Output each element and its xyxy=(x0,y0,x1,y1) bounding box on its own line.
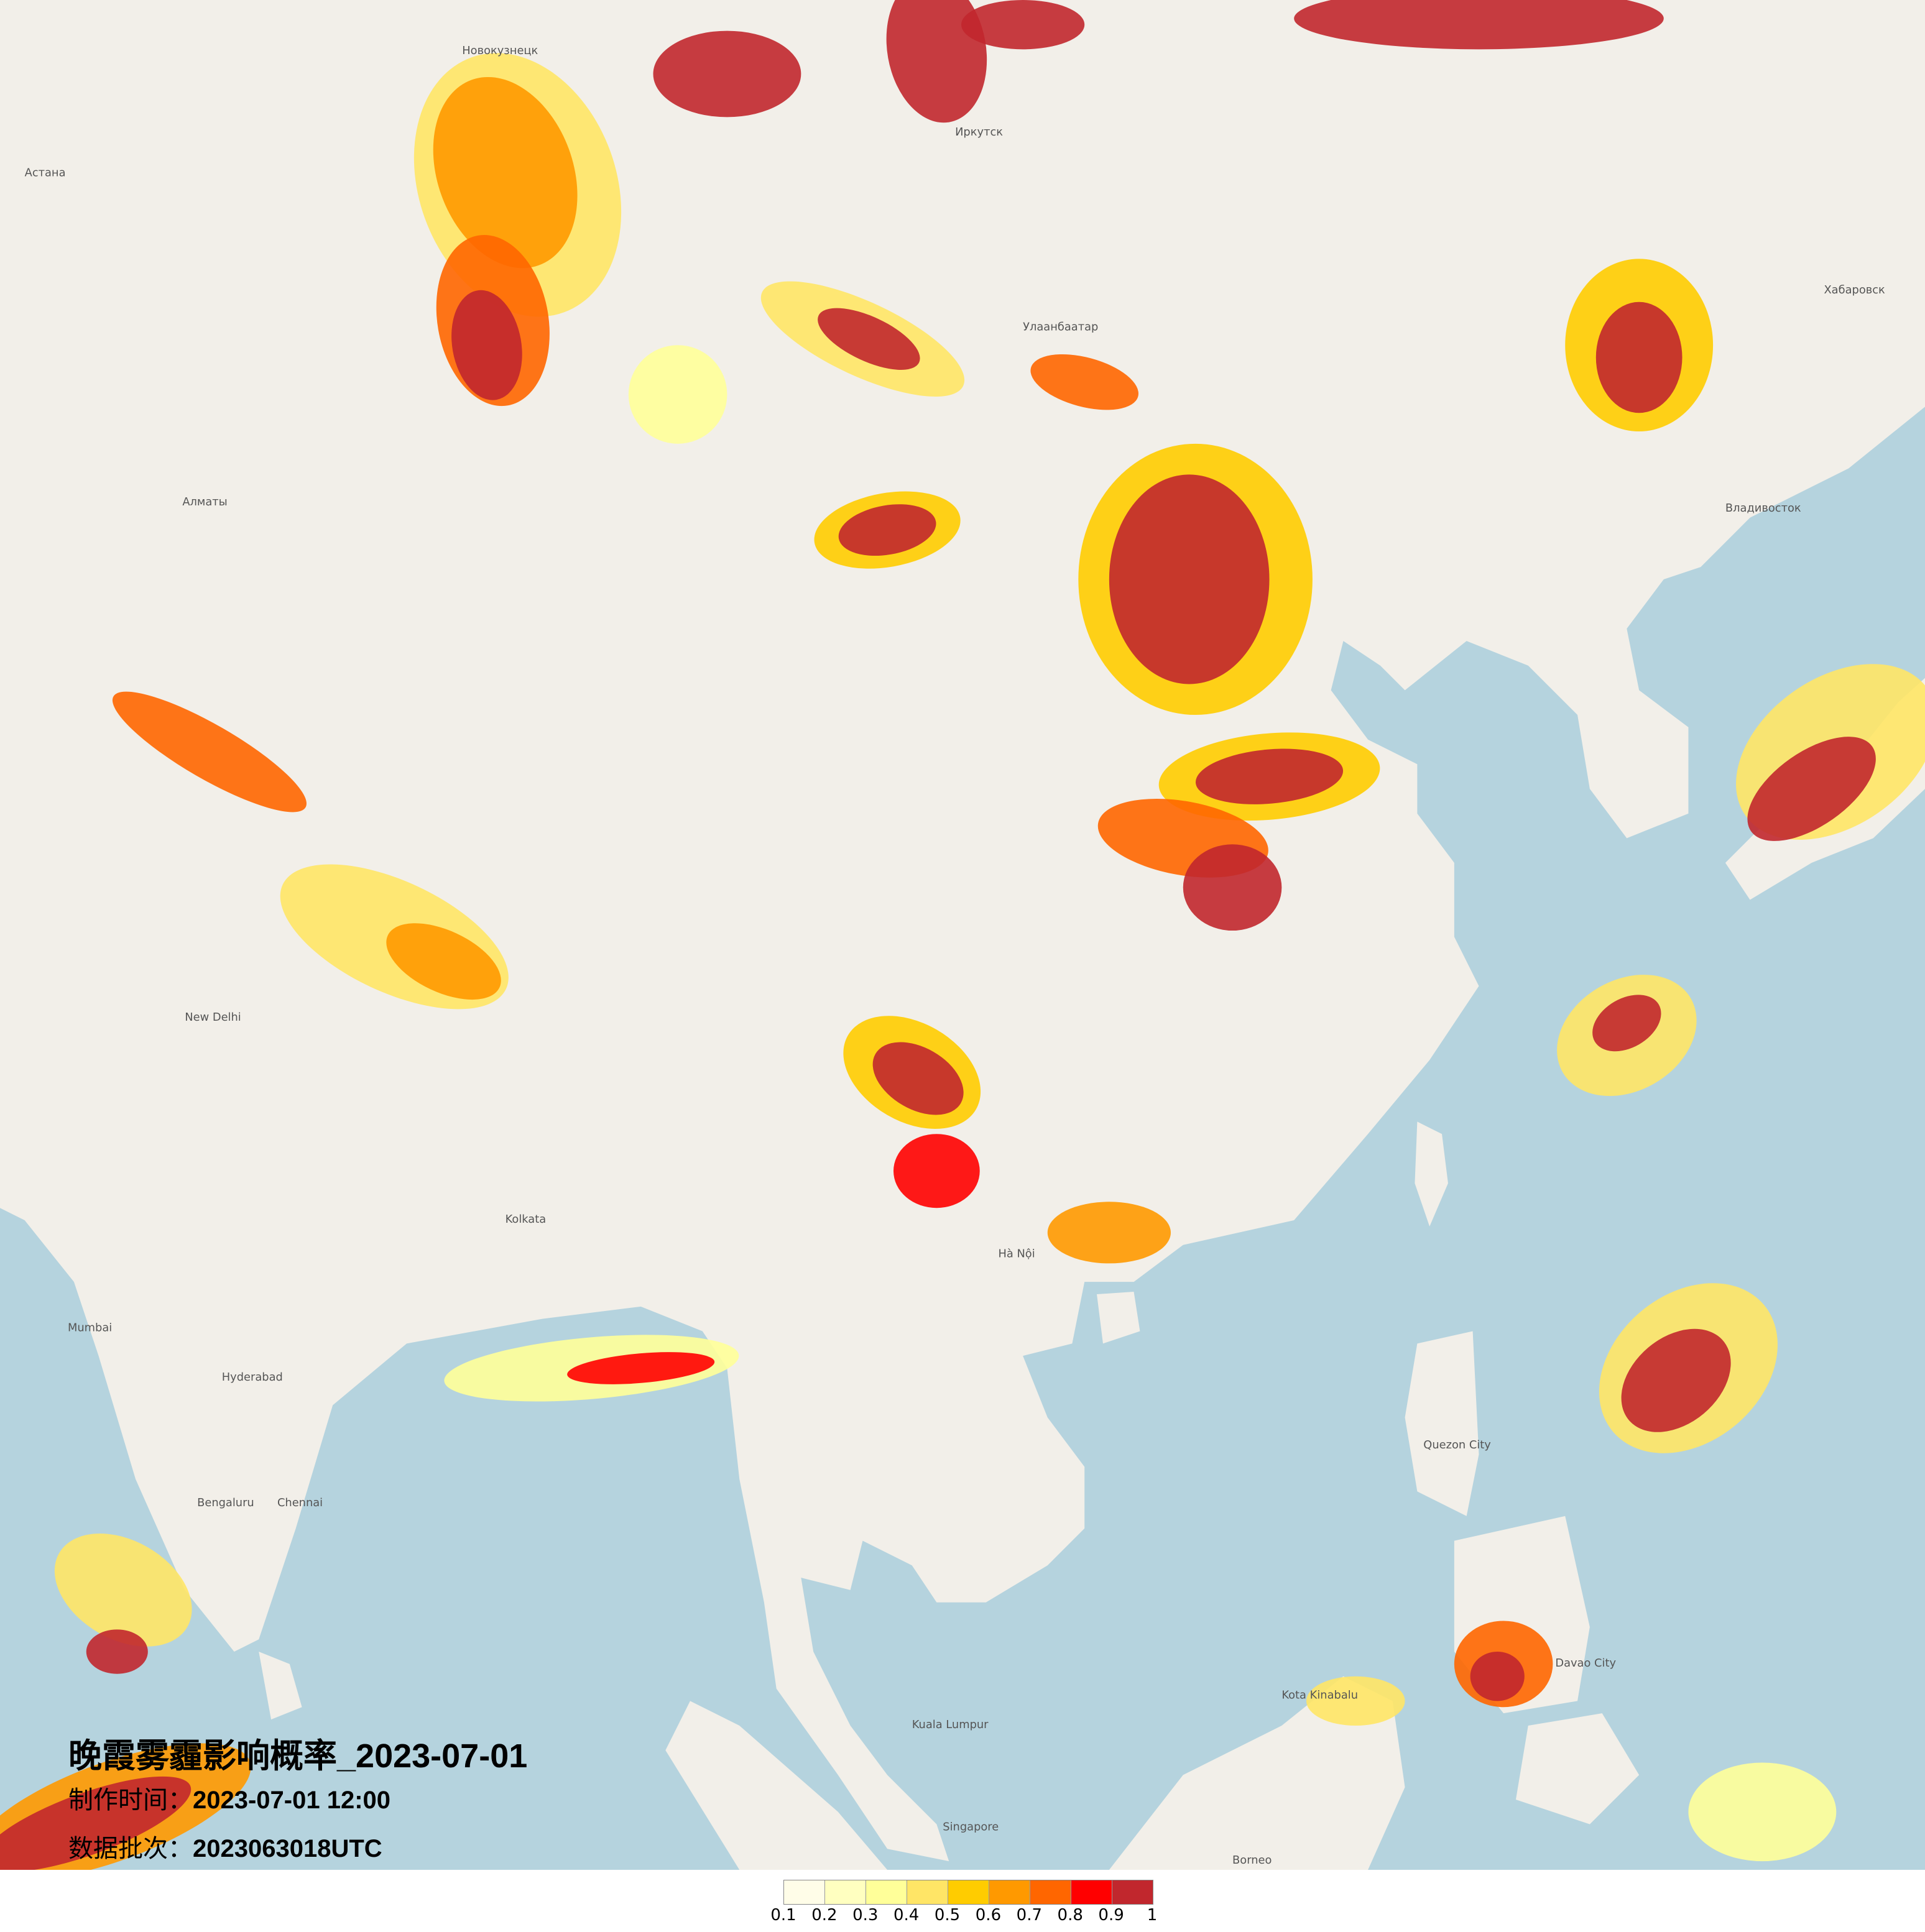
probability-area xyxy=(567,1352,715,1384)
probability-area xyxy=(1047,1202,1171,1264)
city-labels: Астана Алматы Новокузнецк Иркутск Улаанбаата… xyxy=(25,44,1885,1867)
probability-layer xyxy=(0,0,1925,1870)
probability-area xyxy=(386,923,501,1000)
legend-swatch xyxy=(825,1880,866,1904)
production-time-label: 制作时间： xyxy=(68,1787,193,1814)
city-label: Новокузнецк xyxy=(462,44,538,57)
probability-area xyxy=(1592,995,1661,1052)
title-block: 晚霞雾霾影响概率_2023-07-01 制作时间：2023-07-01 12:0… xyxy=(68,1734,527,1881)
probability-area xyxy=(1183,844,1282,931)
probability-area xyxy=(653,30,801,117)
city-label: Bengaluru xyxy=(197,1496,254,1509)
legend-swatch xyxy=(948,1880,989,1904)
city-label: Астана xyxy=(25,167,66,180)
city-label: Hyderabad xyxy=(222,1371,283,1384)
probability-area xyxy=(451,290,522,400)
city-label: Borneo xyxy=(1232,1854,1272,1867)
city-label: New Delhi xyxy=(185,1011,241,1024)
probability-area xyxy=(86,1629,148,1674)
probability-area xyxy=(1688,1762,1837,1862)
probability-area xyxy=(1109,474,1270,684)
probability-area xyxy=(838,504,936,556)
sri-lanka xyxy=(259,1652,302,1720)
probability-area xyxy=(1030,354,1138,410)
legend-tick: 0.7 xyxy=(1016,1906,1043,1925)
legend-tick: 0.8 xyxy=(1057,1906,1083,1925)
probability-area xyxy=(872,1042,964,1115)
probability-area xyxy=(818,308,920,370)
city-label: Kolkata xyxy=(505,1213,547,1226)
probability-area xyxy=(1470,1652,1525,1701)
probability-area xyxy=(893,1134,980,1208)
legend-swatch xyxy=(907,1880,948,1904)
city-label: Иркутск xyxy=(955,126,1003,139)
legend-swatch xyxy=(1030,1880,1071,1904)
probability-area xyxy=(628,345,727,444)
city-label: Kuala Lumpur xyxy=(912,1718,989,1731)
probability-area xyxy=(961,0,1085,50)
sumatra xyxy=(665,1701,888,1870)
city-label: Davao City xyxy=(1555,1657,1616,1670)
legend-tick: 0.9 xyxy=(1098,1906,1124,1925)
probability-area xyxy=(433,76,578,269)
taiwan xyxy=(1415,1121,1448,1226)
legend-tick: 1 xyxy=(1147,1906,1158,1925)
luzon xyxy=(1405,1331,1479,1516)
city-label: Hà Nội xyxy=(998,1248,1035,1261)
data-batch: 数据批次：2023063018UTC xyxy=(68,1833,527,1865)
probability-area xyxy=(1595,301,1683,413)
legend-tick: 0.2 xyxy=(811,1906,838,1925)
legend-ticks: 0.1 0.2 0.3 0.4 0.5 0.6 0.7 0.8 0.9 1 xyxy=(770,1906,1169,1928)
data-batch-label: 数据批次： xyxy=(68,1835,193,1862)
legend-swatch xyxy=(1071,1880,1112,1904)
city-label: Singapore xyxy=(943,1821,999,1834)
legend-swatch xyxy=(784,1880,825,1904)
borneo xyxy=(1109,1676,1405,1870)
legend-tick: 0.3 xyxy=(852,1906,879,1925)
city-label: Хабаровск xyxy=(1824,283,1885,297)
city-label: Chennai xyxy=(277,1496,323,1509)
city-label: Алматы xyxy=(182,495,227,508)
probability-area xyxy=(112,691,307,812)
legend-tick: 0.4 xyxy=(893,1906,920,1925)
color-legend xyxy=(783,1880,1153,1905)
hainan xyxy=(1097,1292,1140,1344)
legend-tick: 0.5 xyxy=(934,1906,961,1925)
probability-area xyxy=(1306,1676,1405,1726)
map-canvas[interactable]: Астана Алматы Новокузнецк Иркутск Улаанбаата… xyxy=(0,0,1925,1870)
production-time: 制作时间：2023-07-01 12:00 xyxy=(68,1784,527,1816)
probability-area xyxy=(54,1534,192,1647)
probability-area xyxy=(1294,0,1664,50)
city-label: Улаанбаатар xyxy=(1023,320,1098,333)
city-label: Владивосток xyxy=(1725,502,1801,515)
city-label: Quezon City xyxy=(1423,1438,1491,1451)
probability-area xyxy=(886,0,987,123)
legend-tick: 0.1 xyxy=(770,1906,796,1925)
sulawesi xyxy=(1515,1713,1640,1824)
mainland-asia xyxy=(0,0,1925,1862)
city-label: Kota Kinabalu xyxy=(1281,1688,1358,1701)
legend-swatch xyxy=(1112,1880,1153,1904)
map-title: 晚霞雾霾影响概率_2023-07-01 xyxy=(68,1737,528,1775)
production-time-value: 2023-07-01 12:00 xyxy=(193,1787,391,1814)
probability-area xyxy=(1621,1328,1731,1432)
data-batch-value: 2023063018UTC xyxy=(193,1835,382,1862)
probability-area xyxy=(0,1776,192,1870)
probability-area xyxy=(1747,737,1876,841)
probability-area xyxy=(1196,748,1344,804)
legend-swatch xyxy=(989,1880,1030,1904)
city-label: Mumbai xyxy=(68,1321,112,1334)
legend-swatch xyxy=(866,1880,907,1904)
legend-tick: 0.6 xyxy=(975,1906,1002,1925)
